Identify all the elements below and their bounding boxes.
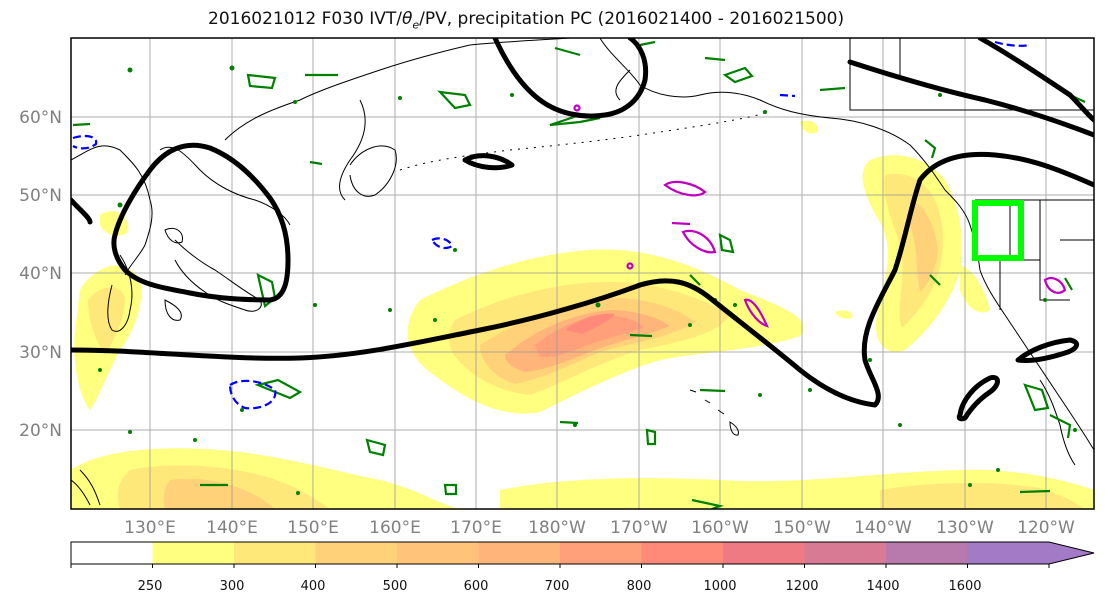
- ivt-contours: [71, 38, 1094, 422]
- colorbar-segment: [723, 542, 806, 564]
- lat-label: 60°N: [19, 108, 62, 128]
- lon-label: 150°W: [773, 518, 831, 538]
- colorbar-segment: [315, 542, 398, 564]
- title-theta-sub: e: [412, 18, 420, 32]
- figure-title: 2016021012 F030 IVT/θe/PV, precipitation…: [0, 0, 1105, 34]
- lon-label: 160°W: [691, 518, 749, 538]
- colorbar-segment: [234, 542, 317, 564]
- title-text: 2016021012 F030 IVT/θe/PV, precipitation…: [208, 9, 844, 31]
- colorbar: [70, 541, 1095, 568]
- lat-labels: 60°N 50°N 40°N 30°N 20°N: [19, 108, 62, 441]
- lon-label: 170°E: [450, 518, 502, 538]
- pv-negative-contours: [72, 40, 1031, 410]
- colorbar-segment: [560, 542, 643, 564]
- map-layers: [71, 38, 1094, 509]
- lat-label: 30°N: [19, 343, 62, 363]
- colorbar-segment: [804, 542, 887, 564]
- lon-label: 180°W: [528, 518, 586, 538]
- lon-label: 130°E: [124, 518, 176, 538]
- colorbar-tick-label: 600: [464, 579, 489, 594]
- precip-west: [74, 211, 142, 410]
- colorbar-segment: [478, 542, 561, 564]
- colorbar-ticks: 250 300 400 500 600 700 800 1000 1200 14…: [138, 579, 982, 594]
- map-frame: [70, 37, 1095, 510]
- lon-labels: 130°E 140°E 150°E 160°E 170°E 180°W 170°…: [124, 518, 1075, 538]
- lon-label: 160°E: [369, 518, 421, 538]
- colorbar-outline: [70, 541, 1095, 565]
- colorbar-segment: [886, 542, 969, 564]
- colorbar-tick-label: 1400: [866, 579, 899, 594]
- lon-label: 140°W: [854, 518, 912, 538]
- precip-east: [862, 155, 990, 352]
- title-suffix: /PV, precipitation PC (2016021400 - 2016…: [419, 9, 845, 29]
- title-prefix: 2016021012 F030 IVT/: [208, 9, 402, 29]
- lon-label: 150°E: [287, 518, 339, 538]
- lon-label: 170°W: [610, 518, 668, 538]
- pv-positive-contours: [573, 104, 1067, 328]
- colorbar-tick-label: 500: [383, 579, 408, 594]
- title-theta: θ: [401, 9, 413, 29]
- lat-label: 20°N: [19, 421, 62, 441]
- colorbar-segment: [152, 542, 235, 564]
- target-box: [972, 200, 1024, 261]
- colorbar-tick-label: 800: [627, 579, 652, 594]
- colorbar-tick-label: 700: [545, 579, 570, 594]
- colorbar-extend-arrow: [1049, 542, 1094, 564]
- colorbar-tick-label: 1000: [703, 579, 736, 594]
- colorbar-segment: [71, 542, 154, 564]
- colorbar-tick-label: 1200: [785, 579, 818, 594]
- lon-label: 120°W: [1017, 518, 1075, 538]
- colorbar-tick-label: 1600: [948, 579, 981, 594]
- theta-dots: [98, 65, 1077, 495]
- colorbar-tick-label: 400: [301, 579, 326, 594]
- lon-label: 130°W: [936, 518, 994, 538]
- lat-label: 40°N: [19, 264, 62, 284]
- colorbar-segment: [967, 542, 1050, 564]
- colorbar-segment: [641, 542, 724, 564]
- graticule: [71, 38, 1094, 509]
- colorbar-tick-label: 250: [138, 579, 163, 594]
- colorbar-segment: [397, 542, 480, 564]
- colorbar-tick-label: 300: [220, 579, 245, 594]
- lon-label: 140°E: [206, 518, 258, 538]
- lat-label: 50°N: [19, 186, 62, 206]
- precip-south: [71, 120, 1094, 509]
